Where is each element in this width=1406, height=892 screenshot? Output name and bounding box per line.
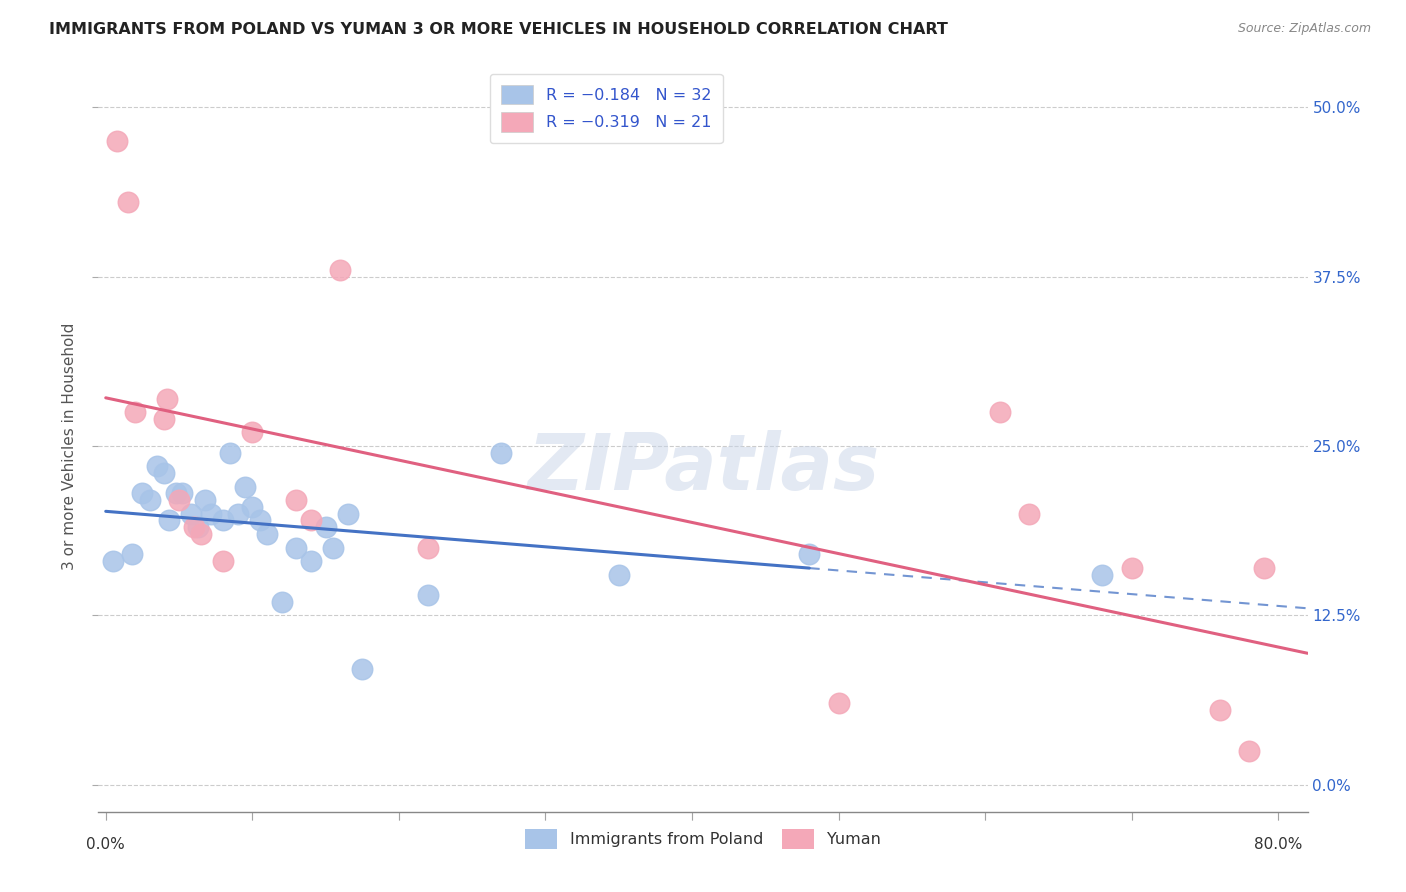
Point: [226, 507, 249, 521]
Point: [607, 567, 630, 582]
Point: [240, 500, 263, 514]
Point: [190, 527, 212, 541]
Point: [153, 466, 176, 480]
Point: [1091, 567, 1114, 582]
Point: [352, 663, 374, 677]
Point: [299, 514, 322, 528]
Point: [1208, 703, 1230, 717]
Point: [153, 412, 176, 426]
Point: [1237, 744, 1260, 758]
Point: [1121, 561, 1143, 575]
Point: [988, 405, 1011, 419]
Point: [256, 527, 278, 541]
Point: [827, 697, 849, 711]
Text: IMMIGRANTS FROM POLAND VS YUMAN 3 OR MORE VEHICLES IN HOUSEHOLD CORRELATION CHAR: IMMIGRANTS FROM POLAND VS YUMAN 3 OR MOR…: [49, 22, 948, 37]
Point: [165, 486, 187, 500]
Point: [157, 514, 180, 528]
Point: [180, 507, 202, 521]
Point: [156, 392, 179, 406]
Text: Source: ZipAtlas.com: Source: ZipAtlas.com: [1237, 22, 1371, 36]
Point: [240, 425, 263, 440]
Point: [121, 547, 143, 561]
Point: [418, 541, 440, 555]
Point: [799, 547, 821, 561]
Point: [299, 554, 322, 568]
Text: ZIPatlas: ZIPatlas: [527, 430, 879, 506]
Text: 80.0%: 80.0%: [1254, 838, 1302, 853]
Legend: Immigrants from Poland, Yuman: Immigrants from Poland, Yuman: [519, 822, 887, 855]
Point: [1018, 507, 1040, 521]
Point: [270, 595, 292, 609]
Point: [212, 514, 235, 528]
Point: [322, 541, 344, 555]
Point: [200, 507, 222, 521]
Point: [138, 493, 160, 508]
Point: [491, 446, 513, 460]
Point: [249, 514, 271, 528]
Point: [101, 554, 124, 568]
Point: [285, 493, 308, 508]
Point: [1253, 561, 1275, 575]
Point: [315, 520, 337, 534]
Point: [170, 486, 193, 500]
Point: [219, 446, 242, 460]
Point: [183, 520, 205, 534]
Point: [285, 541, 308, 555]
Point: [187, 520, 209, 534]
Point: [117, 195, 139, 210]
Text: 0.0%: 0.0%: [86, 838, 125, 853]
Point: [418, 588, 440, 602]
Point: [336, 507, 359, 521]
Point: [329, 263, 352, 277]
Point: [124, 405, 146, 419]
Point: [233, 480, 256, 494]
Point: [107, 134, 129, 148]
Point: [131, 486, 153, 500]
Point: [167, 493, 190, 508]
Point: [212, 554, 235, 568]
Point: [146, 459, 169, 474]
Y-axis label: 3 or more Vehicles in Household: 3 or more Vehicles in Household: [62, 322, 77, 570]
Point: [194, 493, 217, 508]
